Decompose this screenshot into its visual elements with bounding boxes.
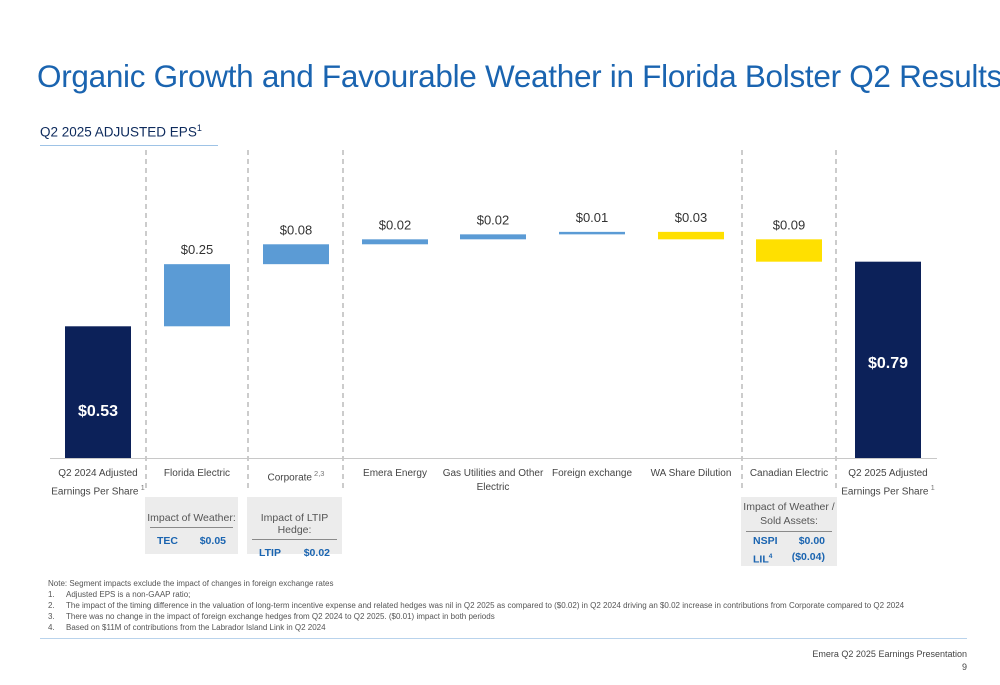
bar-6 [559,231,625,235]
footnotes: Note: Segment impacts exclude the impact… [48,578,904,633]
bar-value-label-8: $0.09 [773,217,806,232]
weather-impact-title: Impact of Weather: [147,512,236,524]
x-tick-label-5: Gas Utilities and Other Electric [442,468,544,493]
x-tick-label-9: Q2 2025 Adjusted Earnings Per Share 1 [841,468,935,498]
tec-value: $0.05 [199,535,226,547]
box-divider [150,527,233,528]
page-footer: Emera Q2 2025 Earnings Presentation 9 [812,648,967,674]
lil-label: LIL4 [753,553,773,566]
ltip-impact-title: Impact of LTIP Hedge: [260,512,329,536]
x-tick-label-8: Canadian Electric [749,468,829,479]
footnote-3: 3. There was no change in the impact of f… [48,612,495,621]
presentation-name: Emera Q2 2025 Earnings Presentation [812,649,967,659]
bar-value-label-3: $0.08 [280,222,313,237]
ltip-label: LTIP [259,547,281,559]
x-tick-label-3: Corporate 2,3 [267,469,325,484]
nspi-label: NSPI [753,535,778,547]
footnote-4: 4. Based on $11M of contributions from th… [48,623,326,632]
bar-value-label-9: $0.79 [868,355,908,372]
bar-value-label-4: $0.02 [379,217,412,232]
bar-value-label-1: $0.53 [78,403,118,420]
chart-subtitle: Q2 2025 ADJUSTED EPS1 [40,123,202,140]
footnote-1: 1. Adjusted EPS is a non-GAAP ratio; [48,590,191,599]
weather-impact-box: Impact of Weather: TEC $0.05 [145,497,238,554]
ltip-impact-box: Impact of LTIP Hedge: LTIP $0.02 [247,497,342,559]
bar-9 [855,261,921,458]
box-divider [252,539,337,540]
weather-sold-assets-title: Impact of Weather / Sold Assets: [743,501,835,527]
x-tick-label-2: Florida Electric [163,468,231,479]
bar-4 [362,239,428,245]
tec-label: TEC [157,535,178,547]
box-divider [746,531,832,532]
x-tick-label-6: Foreign exchange [551,468,633,479]
x-tick-label-7: WA Share Dilution [650,468,732,479]
nspi-impact-row: NSPI $0.00 [741,534,837,548]
page-number: 9 [961,662,967,672]
bar-value-label-2: $0.25 [181,242,214,257]
ltip-value: $0.02 [303,547,330,559]
x-tick-label-1: Q2 2024 Adjusted Earnings Per Share 1 [51,468,145,498]
x-tick-label-4: Emera Energy [363,468,427,479]
bar-1 [65,326,131,458]
bar-value-label-6: $0.01 [576,210,609,225]
ltip-impact-row: LTIP $0.02 [247,547,342,559]
nspi-value: $0.00 [798,535,825,547]
subtitle-divider [40,145,218,146]
footer-divider [40,638,967,639]
page-title: Organic Growth and Favourable Weather in… [37,58,1000,94]
footnote-2: 2. The impact of the timing difference in… [48,601,905,610]
lil-value: ($0.04) [791,551,825,563]
bar-2 [164,264,230,327]
bar-value-label-5: $0.02 [477,212,510,227]
lil-impact-row: LIL4 ($0.04) [741,550,837,567]
bar-value-label-7: $0.03 [675,210,708,225]
bar-3 [263,244,329,265]
bar-8 [756,239,822,262]
weather-sold-assets-impact-box: Impact of Weather / Sold Assets: NSPI $0… [741,497,837,566]
footnote-intro: Note: Segment impacts exclude the impact… [48,579,334,588]
tec-impact-row: TEC $0.05 [145,535,238,547]
bar-5 [460,234,526,240]
bar-7 [658,231,724,240]
